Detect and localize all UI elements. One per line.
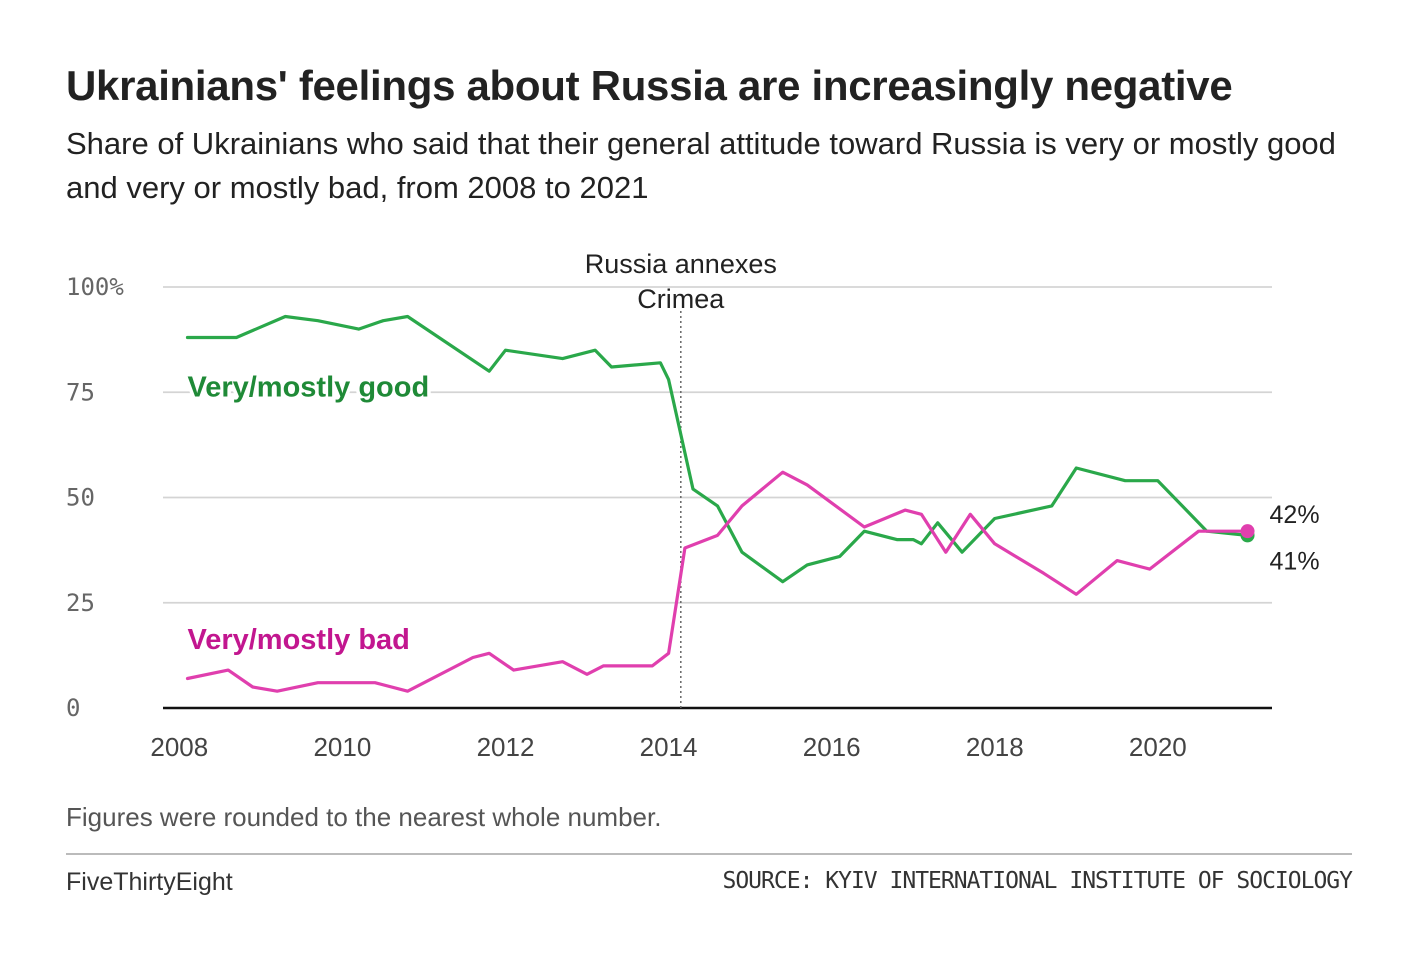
series-labels: Very/mostly good Very/mostly bad 42% 41%	[184, 368, 1320, 660]
annotation-text-line-2: Crimea	[637, 284, 725, 314]
grid-lines	[163, 286, 1272, 710]
y-tick-label-75: 75	[66, 378, 95, 406]
x-tick-label-2018: 2018	[966, 732, 1024, 762]
x-tick-label-2016: 2016	[803, 732, 861, 762]
annotation-text-line-1: Russia annexes	[585, 249, 777, 279]
footnote: Figures were rounded to the nearest whol…	[66, 802, 662, 832]
y-tick-label-25: 25	[66, 589, 95, 617]
y-tick-label-100: 100%	[66, 273, 124, 301]
brand-name: FiveThirtyEight	[66, 868, 233, 896]
footer-divider	[66, 853, 1352, 855]
x-tick-label-2020: 2020	[1129, 732, 1187, 762]
series-label-bad: Very/mostly bad	[187, 624, 409, 656]
chart-subtitle: Share of Ukrainians who said that their …	[66, 126, 1336, 205]
x-tick-label-2010: 2010	[313, 732, 371, 762]
x-tick-label-2012: 2012	[477, 732, 535, 762]
end-point-bad	[1240, 524, 1255, 539]
x-tick-label-2008: 2008	[150, 732, 208, 762]
source-credit: SOURCE: KYIV INTERNATIONAL INSTITUTE OF …	[722, 868, 1353, 894]
chart-title: Ukrainians' feelings about Russia are in…	[66, 62, 1233, 109]
series-label-good: Very/mostly good	[187, 371, 429, 403]
series-lines	[185, 314, 1255, 693]
series-line-good	[185, 314, 1250, 584]
y-tick-label-50: 50	[66, 484, 95, 512]
x-tick-label-2014: 2014	[640, 732, 698, 762]
end-label-good: 41%	[1270, 547, 1320, 575]
y-tick-label-0: 0	[66, 694, 80, 722]
end-label-bad: 42%	[1270, 501, 1320, 529]
y-axis-ticks: 0 25 50 75 100%	[66, 273, 124, 722]
series-line-bad	[185, 470, 1250, 693]
x-axis-ticks: 2008 2010 2012 2014 2016 2018 2020	[150, 732, 1186, 762]
annotation: Russia annexes Crimea	[585, 249, 777, 708]
